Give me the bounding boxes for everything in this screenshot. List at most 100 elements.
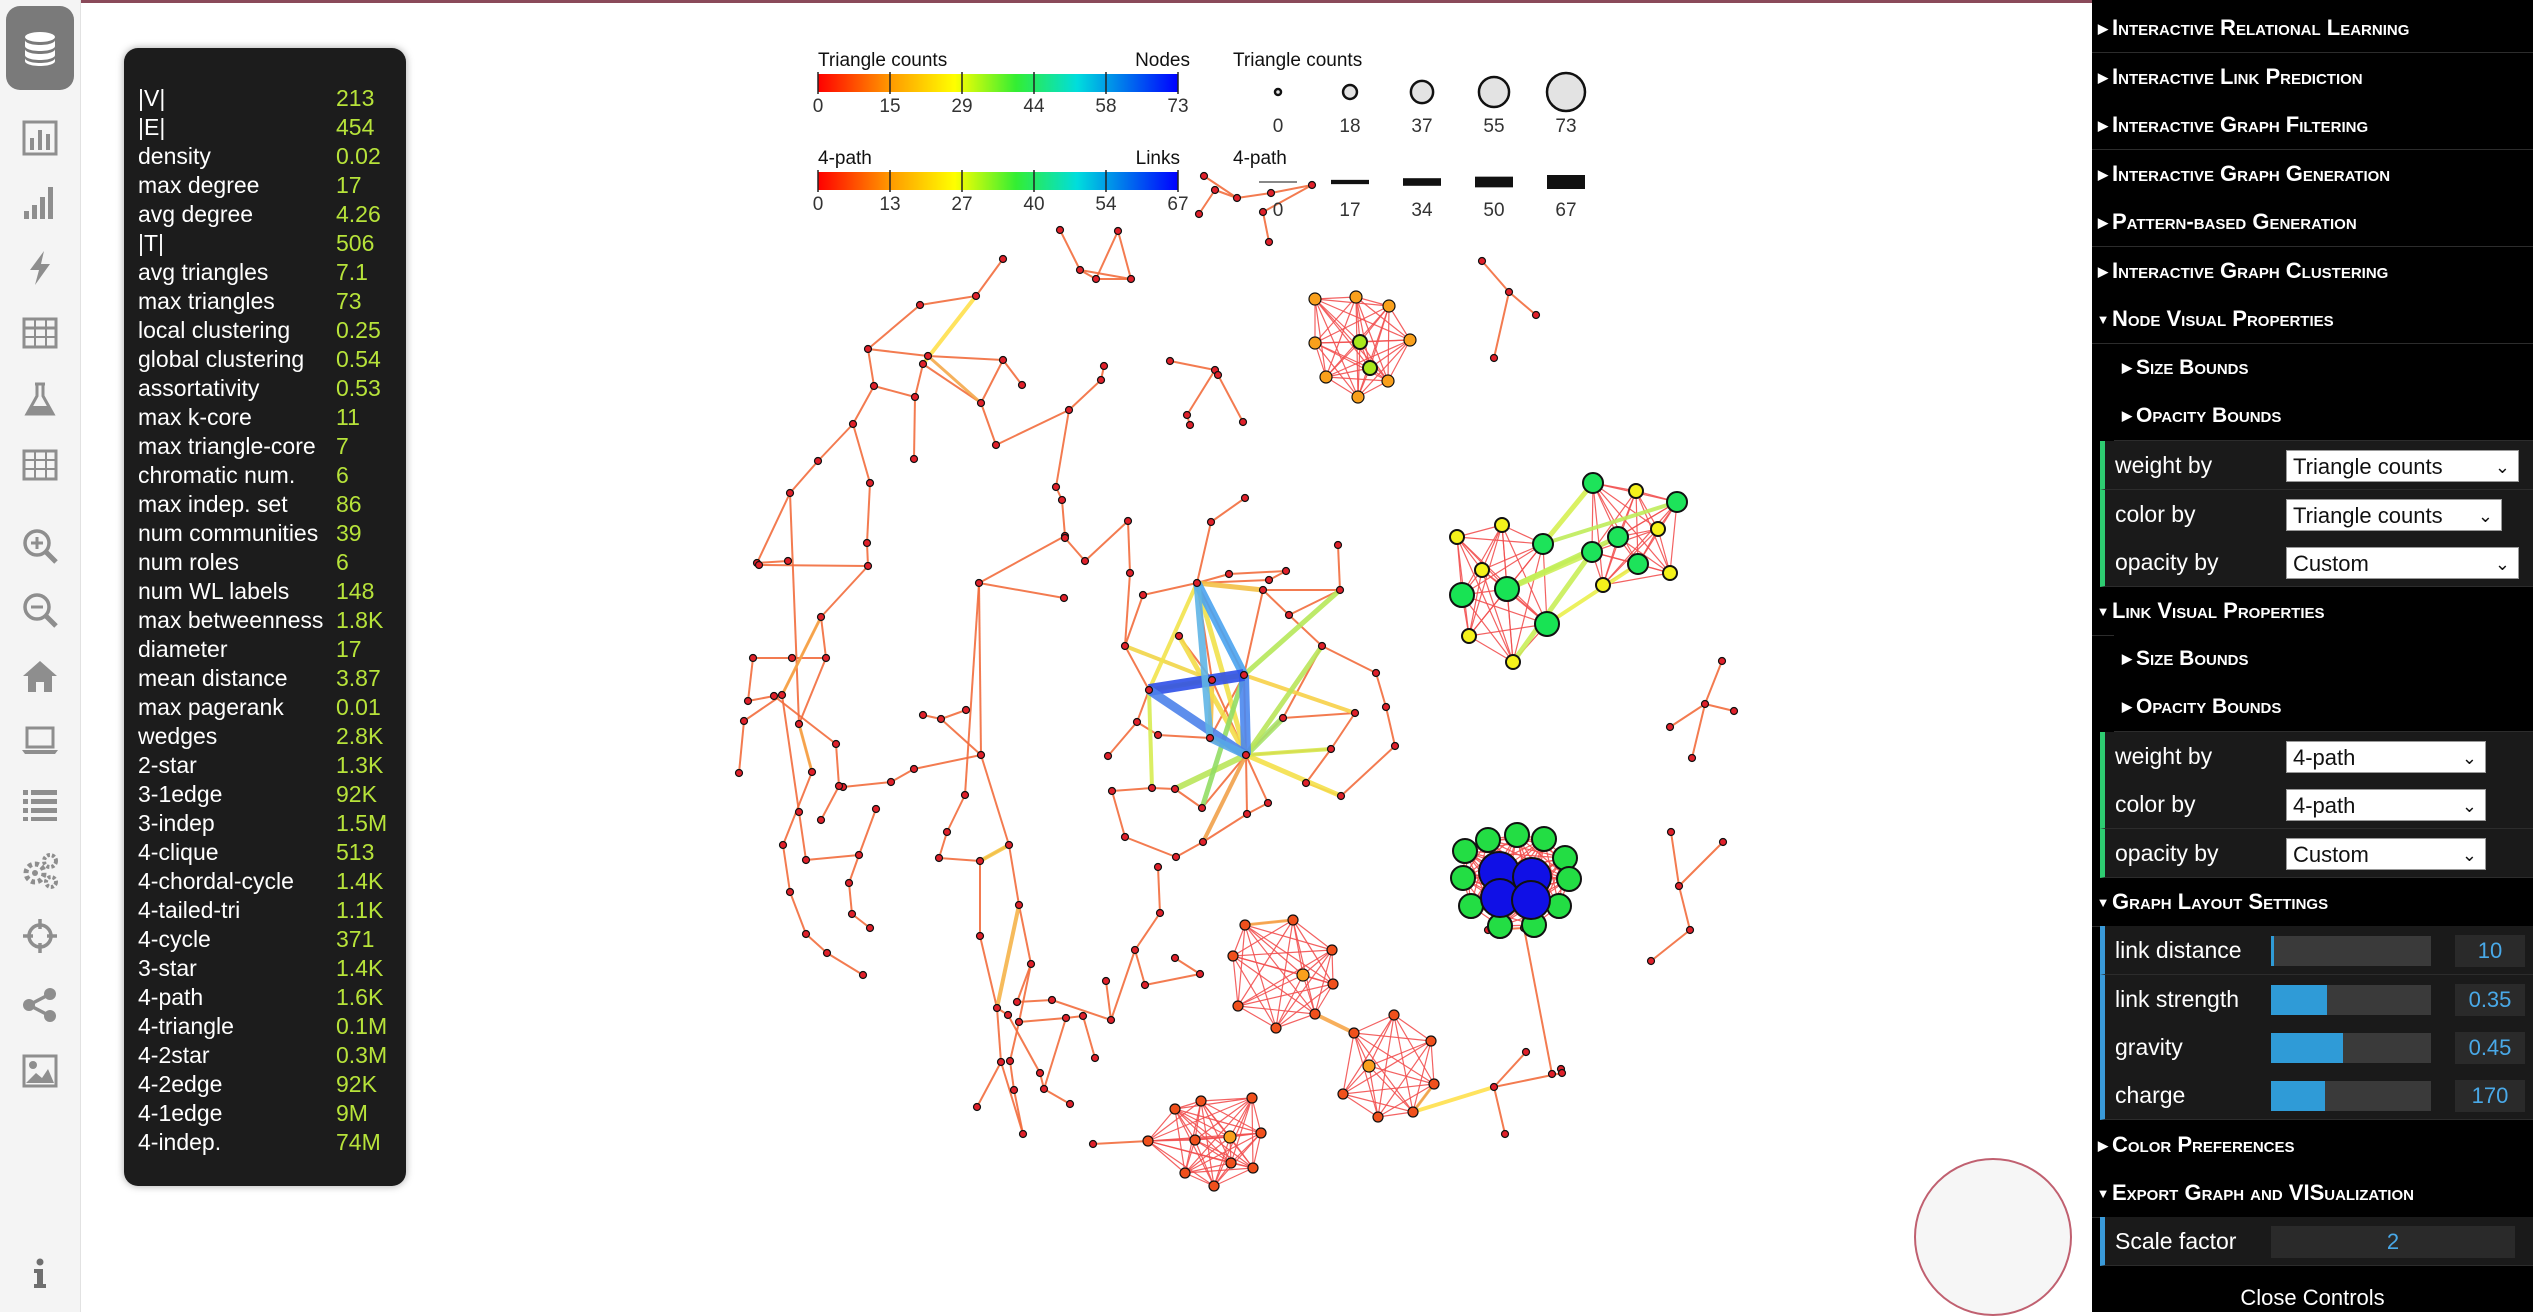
graph-node[interactable] — [1174, 631, 1184, 641]
graph-link[interactable] — [1592, 482, 1671, 574]
graph-node[interactable] — [1078, 1011, 1088, 1021]
graph-link[interactable] — [1602, 572, 1671, 586]
graph-link[interactable] — [1236, 192, 1272, 199]
graph-link[interactable] — [1127, 520, 1131, 574]
graph-node[interactable] — [1153, 730, 1163, 740]
graph-node[interactable] — [1080, 556, 1090, 566]
graph-link[interactable] — [1124, 836, 1177, 858]
link-size-bounds[interactable]: ▶ Size Bounds — [2114, 635, 2533, 684]
graph-link[interactable] — [1232, 949, 1333, 957]
graph-link[interactable] — [1262, 211, 1270, 243]
graph-node[interactable] — [1700, 699, 1710, 709]
graph-link[interactable] — [747, 657, 754, 702]
graph-link[interactable] — [1288, 614, 1323, 647]
graph-node[interactable] — [936, 714, 946, 724]
graph-node[interactable] — [1199, 171, 1209, 181]
graph-link[interactable] — [1468, 635, 1514, 663]
graph-link[interactable] — [820, 616, 827, 659]
node-weight-select[interactable]: Triangle counts ⌄ — [2286, 450, 2519, 482]
graph-link[interactable] — [1217, 374, 1244, 423]
node-opacity-bounds[interactable]: ▶ Opacity Bounds — [2114, 392, 2533, 441]
graph-link[interactable] — [1136, 721, 1159, 736]
graph-node[interactable] — [1099, 361, 1109, 371]
graph-link[interactable] — [1196, 580, 1264, 593]
graph-link[interactable] — [1481, 543, 1544, 571]
graph-node[interactable] — [1241, 750, 1251, 760]
graph-link[interactable] — [1237, 983, 1334, 1007]
graph-node[interactable] — [1381, 702, 1391, 712]
graph-link[interactable] — [919, 295, 977, 306]
graph-link[interactable] — [1228, 570, 1287, 575]
graph-link[interactable] — [1147, 689, 1154, 789]
graph-link[interactable] — [1230, 1097, 1253, 1164]
graph-node[interactable] — [1101, 976, 1111, 986]
section-export[interactable]: ▼ Export Graph and VISualization — [2092, 1169, 2533, 1218]
graph-node[interactable] — [1239, 670, 1249, 680]
graph-link[interactable] — [1237, 1005, 1277, 1029]
graph-link[interactable] — [946, 794, 966, 833]
graph-node[interactable] — [1247, 1162, 1259, 1174]
crosshair-button[interactable] — [6, 908, 74, 964]
graph-link[interactable] — [1251, 1097, 1254, 1169]
graph-link[interactable] — [1369, 305, 1390, 369]
graph-link[interactable] — [1487, 839, 1566, 859]
graph-node[interactable] — [1327, 978, 1339, 990]
graph-node[interactable] — [1627, 553, 1649, 575]
graph-link[interactable] — [1325, 376, 1389, 382]
graph-link[interactable] — [1092, 1140, 1149, 1145]
graph-link[interactable] — [1107, 721, 1138, 757]
graph-link[interactable] — [820, 565, 869, 618]
graph-link[interactable] — [1144, 973, 1201, 986]
graph-node[interactable] — [1729, 706, 1739, 716]
gravity-slider[interactable] — [2271, 1033, 2431, 1063]
graph-node[interactable] — [1362, 1059, 1376, 1073]
graph-link[interactable] — [1147, 582, 1199, 691]
graph-node[interactable] — [865, 923, 875, 933]
graph-link[interactable] — [1314, 298, 1390, 307]
node-color-select[interactable]: Triangle counts ⌄ — [2286, 499, 2502, 531]
graph-node[interactable] — [1505, 654, 1521, 670]
graph-link[interactable] — [1200, 1100, 1262, 1134]
graph-link[interactable] — [1203, 175, 1238, 199]
gravity-value[interactable]: 0.45 — [2455, 1032, 2525, 1064]
graph-link[interactable] — [852, 385, 875, 425]
graph-node[interactable] — [961, 705, 971, 715]
graph-link[interactable] — [1230, 1132, 1262, 1164]
graph-link[interactable] — [1002, 359, 1023, 386]
graph-node[interactable] — [785, 887, 795, 897]
graph-link[interactable] — [1169, 360, 1216, 371]
graph-node[interactable] — [1065, 1099, 1075, 1109]
graph-link[interactable] — [1650, 929, 1691, 962]
bar-chart-button[interactable] — [6, 110, 74, 166]
graph-link[interactable] — [938, 857, 981, 862]
graph-link[interactable] — [1242, 588, 1342, 677]
graph-link[interactable] — [1357, 341, 1361, 398]
graph-link[interactable] — [1000, 1061, 1024, 1135]
graph-node[interactable] — [1266, 188, 1276, 198]
graph-node[interactable] — [1308, 336, 1322, 350]
graph-node[interactable] — [976, 398, 986, 408]
graph-node[interactable] — [1352, 334, 1368, 350]
graph-node[interactable] — [1461, 628, 1477, 644]
graph-link[interactable] — [781, 694, 800, 813]
graph-node[interactable] — [1489, 353, 1499, 363]
graph-link[interactable] — [1387, 339, 1411, 382]
graph-link[interactable] — [1186, 369, 1216, 416]
graph-node[interactable] — [801, 855, 811, 865]
graph-link[interactable] — [1194, 1100, 1202, 1141]
graph-link[interactable] — [1013, 1089, 1024, 1135]
graph-link[interactable] — [789, 891, 807, 935]
graph-node[interactable] — [1371, 668, 1381, 678]
graph-link[interactable] — [1704, 703, 1735, 712]
graph-link[interactable] — [1314, 296, 1357, 300]
graph-link[interactable] — [1202, 813, 1248, 843]
graph-node[interactable] — [1239, 919, 1251, 931]
graph-node[interactable] — [909, 454, 919, 464]
graph-link[interactable] — [1302, 974, 1316, 1015]
graph-link[interactable] — [1244, 924, 1333, 951]
section-link-visual-properties[interactable]: ▼ Link Visual Properties — [2092, 587, 2533, 636]
graph-node[interactable] — [1125, 568, 1135, 578]
graph-node[interactable] — [1026, 959, 1036, 969]
graph-node[interactable] — [821, 653, 831, 663]
graph-link[interactable] — [1194, 1139, 1215, 1187]
